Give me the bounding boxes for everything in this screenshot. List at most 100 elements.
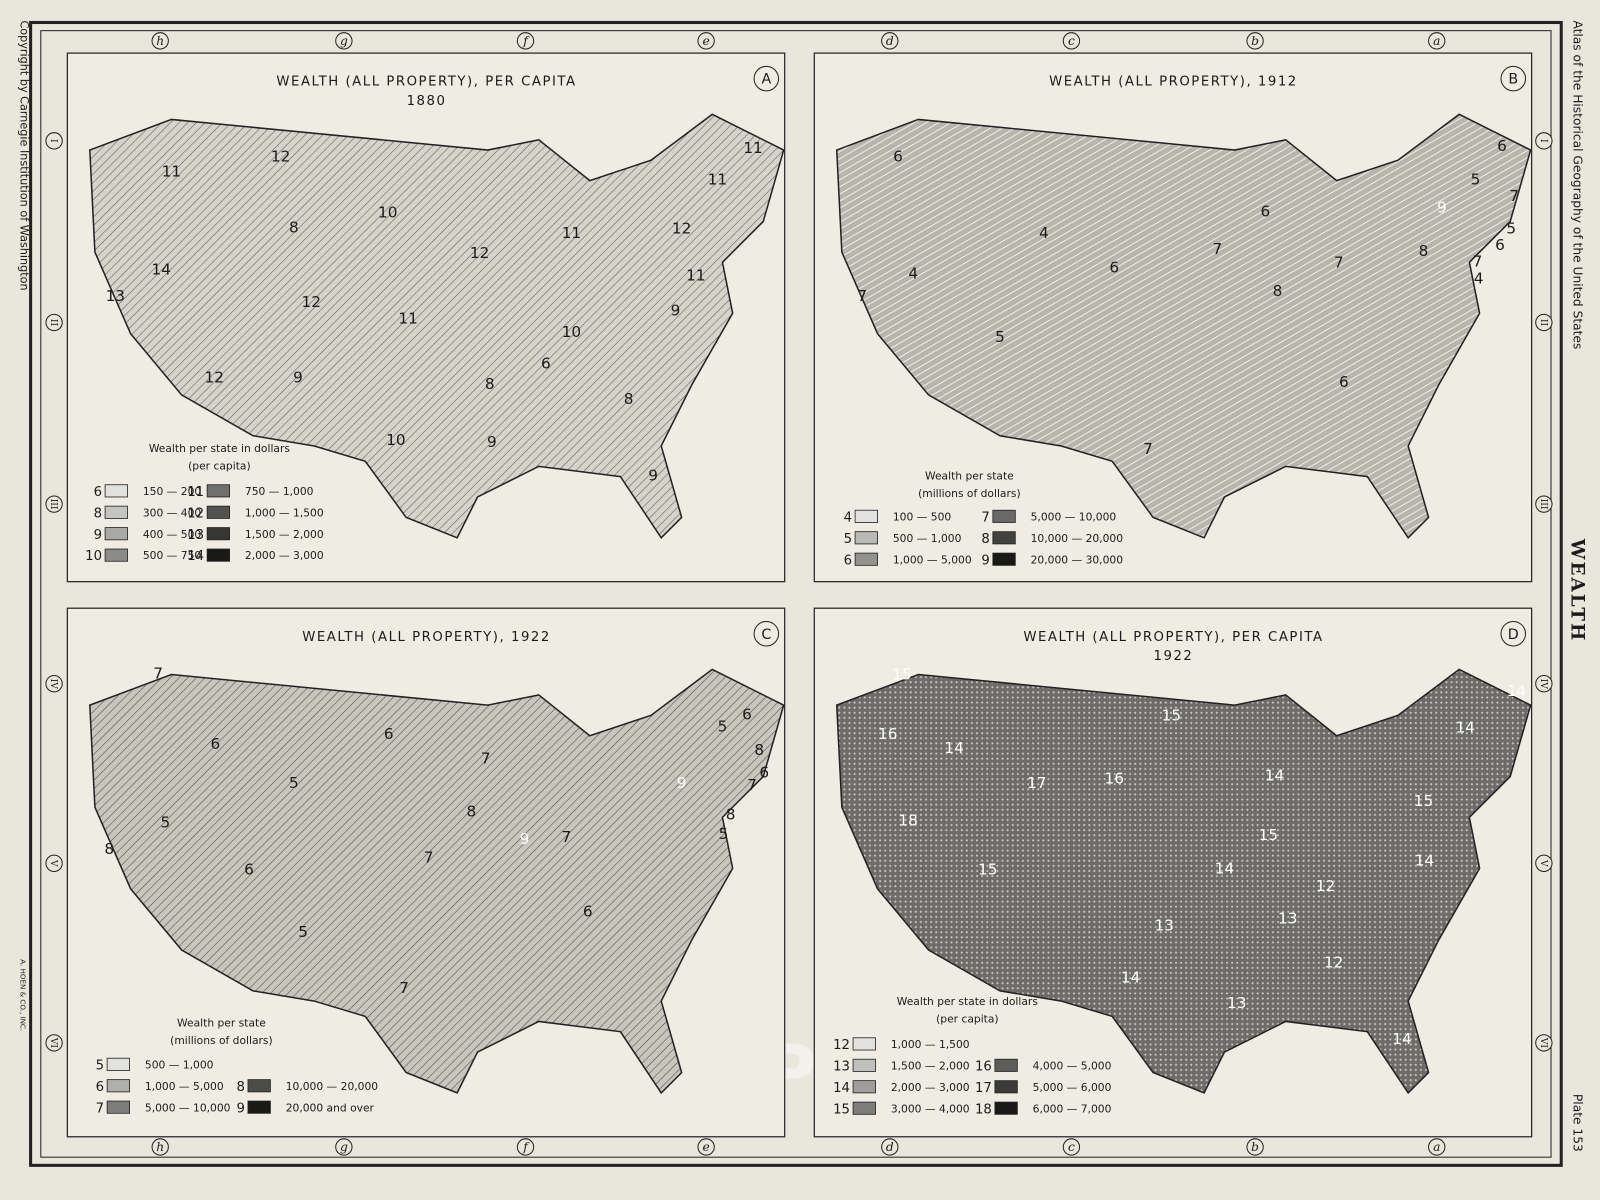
legend-range: 1,000 — 1,500 [891,1038,970,1051]
state-value: 15 [1162,706,1181,724]
border-marker [1246,1138,1264,1156]
state-value: 7 [857,287,867,305]
legend-code: 4 [844,510,852,525]
legend-code: 12 [833,1038,850,1053]
legend-code: 12 [187,506,204,521]
border-marker [516,32,535,50]
legend-range: 3,000 — 4,000 [891,1102,970,1115]
legend-swatch [206,484,230,498]
border-marker [1535,675,1553,693]
column-letter: d [886,34,894,48]
legend-code: 7 [96,1101,104,1116]
legend-code: 15 [833,1102,850,1117]
state-value: 7 [747,776,757,794]
state-value: 11 [162,163,181,181]
column-letter: h [156,34,164,48]
engraver: A. HOEN & CO., INC. [18,959,27,1031]
border-marker [1428,1138,1446,1156]
legend-range: 300 — 400 [143,506,202,519]
panel-letter-circle [1500,620,1527,647]
row-numeral: III [1538,499,1549,510]
section-title: WEALTH [1566,538,1587,643]
state-value: 7 [424,848,434,866]
state-value: 14 [944,739,963,757]
legend-title: (millions of dollars) [170,1034,273,1047]
legend-code: 5 [844,532,852,547]
state-value: 7 [1509,187,1519,205]
row-numeral: IV [1538,679,1549,690]
legend-range: 750 — 1,000 [245,485,314,498]
legend-range: 4,000 — 5,000 [1033,1059,1112,1072]
outer-frame [29,20,1563,1167]
legend-range: 500 — 1,000 [145,1058,214,1071]
state-value: 6 [210,735,220,753]
legend-range: 10,000 — 20,000 [1031,532,1124,545]
state-value: 5 [718,718,728,736]
state-value: 6 [1260,202,1270,220]
state-value: 10 [386,431,405,449]
column-letter: b [1251,34,1259,48]
legend-range: 1,500 — 2,000 [245,528,324,541]
state-value: 14 [1507,682,1526,700]
state-value: 5 [289,774,299,792]
state-value: 14 [1415,851,1434,869]
plate-number: Plate 153 [1570,1094,1584,1152]
legend-code: 13 [833,1059,850,1074]
state-value: 8 [1273,282,1283,300]
border-marker [697,32,715,50]
legend-range: 2,000 — 3,000 [245,549,324,562]
state-value: 8 [104,840,114,858]
state-value: 12 [672,220,691,238]
column-letter: a [1433,34,1440,48]
state-value: 11 [743,139,762,157]
legend-range: 400 — 500 [143,528,202,541]
column-letter: e [702,1140,709,1154]
map-title: WEALTH (ALL PROPERTY), PER CAPITA [1023,630,1323,645]
row-numeral: II [48,319,59,327]
column-letter: a [1433,1140,1440,1154]
state-value: 10 [378,203,397,221]
legend-swatch [247,1079,271,1093]
panel-letter-circle [1500,65,1527,92]
panel-letter: C [761,627,771,643]
state-value: 8 [1419,242,1429,260]
row-numeral: IV [48,679,59,690]
state-value: 9 [648,467,658,485]
legend-range: 20,000 — 30,000 [1031,553,1124,566]
state-value: 9 [487,433,497,451]
legend-swatch [994,1080,1018,1094]
legend-code: 9 [236,1101,244,1116]
state-value: 8 [624,390,634,408]
border-marker [45,675,63,693]
border-marker [1062,32,1081,50]
legend-swatch [992,552,1016,566]
state-value: 14 [1456,719,1475,737]
legend-swatch [852,1080,876,1094]
state-value: 7 [1334,253,1344,271]
legend-range: 1,500 — 2,000 [891,1059,970,1072]
legend-title: Wealth per state [925,470,1014,483]
panel-letter-circle [753,65,780,92]
legend-title: Wealth per state [177,1017,266,1030]
state-value: 6 [583,902,593,920]
legend-code: 14 [833,1081,850,1096]
border-marker [151,1138,169,1156]
column-letter: g [340,34,348,48]
map-title: 1922 [1154,649,1194,664]
legend-code: 13 [187,528,204,543]
column-letter: f [522,34,530,48]
row-numeral: V [1538,859,1549,867]
map-title: WEALTH (ALL PROPERTY), 1922 [302,630,551,645]
column-letter: f [522,1140,530,1154]
border-marker [1535,1034,1553,1052]
state-value: 5 [719,825,729,843]
legend-swatch [104,484,128,498]
state-value: 9 [293,369,303,387]
state-value: 12 [1324,953,1343,971]
state-value: 14 [151,261,170,279]
legend-swatch [992,531,1016,545]
state-value: 6 [742,705,752,723]
border-marker [335,32,353,50]
column-letter: c [1068,34,1075,48]
